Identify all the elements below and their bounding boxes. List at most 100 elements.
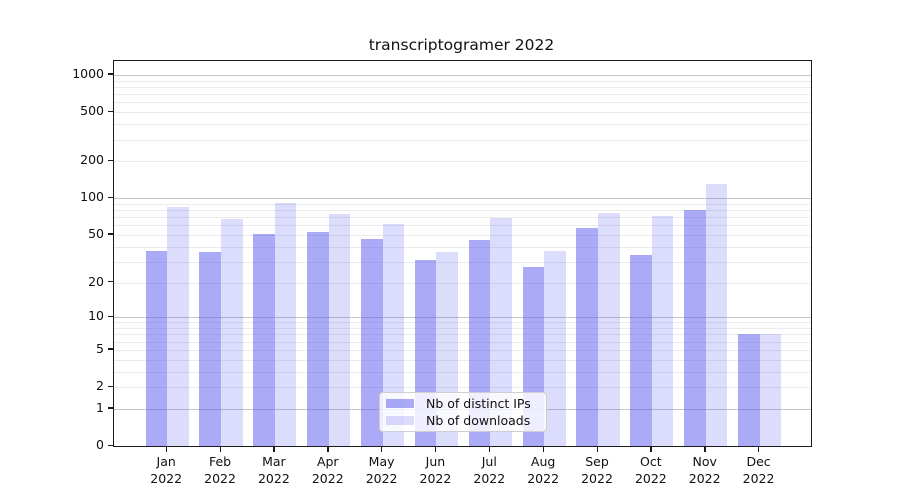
x-tick-mark bbox=[596, 446, 598, 452]
bar-downloads-dec-2022 bbox=[759, 334, 782, 446]
bar-downloads-jan-2022 bbox=[167, 206, 189, 446]
legend-label-downloads: Nb of downloads bbox=[426, 413, 531, 429]
gridline-minor bbox=[114, 124, 811, 126]
y-tick-mark bbox=[108, 348, 113, 350]
bar-downloads-aug-2022 bbox=[544, 250, 566, 446]
y-tick-label: 20 bbox=[88, 273, 104, 289]
gridline-minor bbox=[114, 161, 811, 163]
y-tick-mark bbox=[108, 444, 113, 446]
x-tick-label: Jul 2022 bbox=[473, 454, 506, 486]
gridline-minor bbox=[114, 86, 811, 88]
bar-downloads-nov-2022 bbox=[705, 184, 728, 446]
y-tick-mark bbox=[108, 196, 113, 199]
bar-downloads-jul-2022 bbox=[490, 217, 512, 446]
y-tick-mark bbox=[108, 110, 113, 113]
x-tick-label: Sep 2022 bbox=[581, 454, 613, 486]
x-tick-mark bbox=[758, 446, 760, 452]
gridline-minor bbox=[114, 217, 811, 219]
x-tick-label: Jan 2022 bbox=[150, 454, 183, 486]
bar-distinct-ips-dec-2022 bbox=[737, 334, 760, 446]
x-tick-label: Mar 2022 bbox=[257, 454, 290, 486]
bar-downloads-sep-2022 bbox=[598, 212, 620, 446]
x-tick-label: May 2022 bbox=[365, 454, 398, 486]
x-tick-mark bbox=[381, 446, 383, 452]
y-tick-mark bbox=[108, 73, 113, 75]
bar-downloads-may-2022 bbox=[382, 224, 405, 446]
y-tick-mark bbox=[108, 385, 113, 387]
bar-distinct-ips-feb-2022 bbox=[199, 252, 222, 446]
y-tick-mark bbox=[108, 281, 113, 283]
y-tick-label: 2 bbox=[96, 378, 104, 393]
gridline-minor bbox=[114, 341, 811, 343]
x-tick-mark bbox=[650, 446, 652, 452]
gridline-minor bbox=[114, 234, 811, 236]
x-tick-mark bbox=[327, 446, 329, 452]
gridline-minor bbox=[114, 246, 811, 248]
x-tick-label: Nov 2022 bbox=[688, 454, 721, 486]
bar-distinct-ips-nov-2022 bbox=[684, 210, 706, 446]
bar-distinct-ips-jan-2022 bbox=[145, 250, 168, 446]
x-tick-mark bbox=[542, 446, 545, 452]
legend-swatch-distinct-ips bbox=[386, 398, 414, 408]
y-tick-label: 100 bbox=[80, 189, 104, 205]
gridline-minor bbox=[114, 112, 811, 114]
y-tick-mark bbox=[108, 159, 113, 162]
y-tick-label: 50 bbox=[88, 225, 104, 241]
x-tick-mark bbox=[273, 446, 275, 452]
y-tick-label: 10 bbox=[88, 308, 104, 324]
bar-downloads-mar-2022 bbox=[274, 203, 297, 446]
gridline-minor bbox=[114, 203, 811, 205]
y-tick-label: 1000 bbox=[72, 65, 104, 81]
x-tick-mark bbox=[704, 446, 706, 452]
bar-downloads-oct-2022 bbox=[651, 215, 674, 446]
gridline-minor bbox=[114, 387, 811, 388]
bar-downloads-feb-2022 bbox=[221, 219, 243, 446]
gridline-minor bbox=[114, 210, 811, 212]
gridline-minor bbox=[114, 349, 811, 351]
x-tick-label: Aug 2022 bbox=[527, 454, 560, 486]
legend-swatch-downloads bbox=[386, 416, 414, 426]
y-tick-label: 5 bbox=[96, 340, 104, 356]
x-tick-label: Jun 2022 bbox=[419, 454, 452, 486]
bar-distinct-ips-oct-2022 bbox=[630, 255, 652, 446]
x-tick-mark bbox=[219, 446, 221, 452]
gridline-minor bbox=[114, 371, 811, 373]
y-tick-label: 200 bbox=[80, 152, 104, 168]
plot-area bbox=[113, 60, 812, 447]
x-tick-label: Dec 2022 bbox=[742, 454, 775, 486]
bar-distinct-ips-mar-2022 bbox=[253, 233, 275, 446]
gridline-major bbox=[114, 74, 811, 76]
legend-item-distinct-ips: Nb of distinct IPs bbox=[380, 395, 546, 412]
y-tick-label: 0 bbox=[96, 437, 104, 452]
bar-distinct-ips-sep-2022 bbox=[576, 227, 598, 446]
y-tick-mark bbox=[108, 407, 113, 409]
legend-item-downloads: Nb of downloads bbox=[380, 412, 546, 429]
legend-box: Nb of distinct IPs Nb of downloads bbox=[379, 392, 547, 432]
gridline-minor bbox=[114, 328, 811, 329]
legend-label-distinct-ips: Nb of distinct IPs bbox=[426, 395, 531, 411]
bar-distinct-ips-may-2022 bbox=[361, 239, 383, 446]
chart-title: transcriptogramer 2022 bbox=[368, 36, 555, 54]
gridline-minor bbox=[114, 322, 811, 324]
bar-downloads-apr-2022 bbox=[328, 214, 351, 446]
x-tick-mark bbox=[488, 446, 491, 452]
x-tick-mark bbox=[434, 446, 437, 452]
gridline-minor bbox=[114, 282, 811, 284]
y-tick-mark bbox=[108, 233, 113, 235]
gridline-minor bbox=[114, 94, 811, 96]
bar-distinct-ips-apr-2022 bbox=[307, 231, 329, 446]
gridline-minor bbox=[114, 261, 811, 263]
gridline-minor bbox=[114, 102, 811, 104]
gridline-minor bbox=[114, 359, 811, 361]
gridline-major bbox=[114, 317, 811, 319]
gridline-minor bbox=[114, 139, 811, 141]
gridline-major bbox=[114, 198, 811, 200]
x-tick-label: Feb 2022 bbox=[204, 454, 236, 486]
y-tick-label: 1 bbox=[96, 399, 104, 415]
x-tick-label: Apr 2022 bbox=[311, 454, 344, 486]
gridline-minor bbox=[114, 334, 811, 336]
y-tick-label: 500 bbox=[80, 103, 104, 119]
x-tick-mark bbox=[165, 446, 168, 452]
y-tick-mark bbox=[108, 315, 113, 318]
